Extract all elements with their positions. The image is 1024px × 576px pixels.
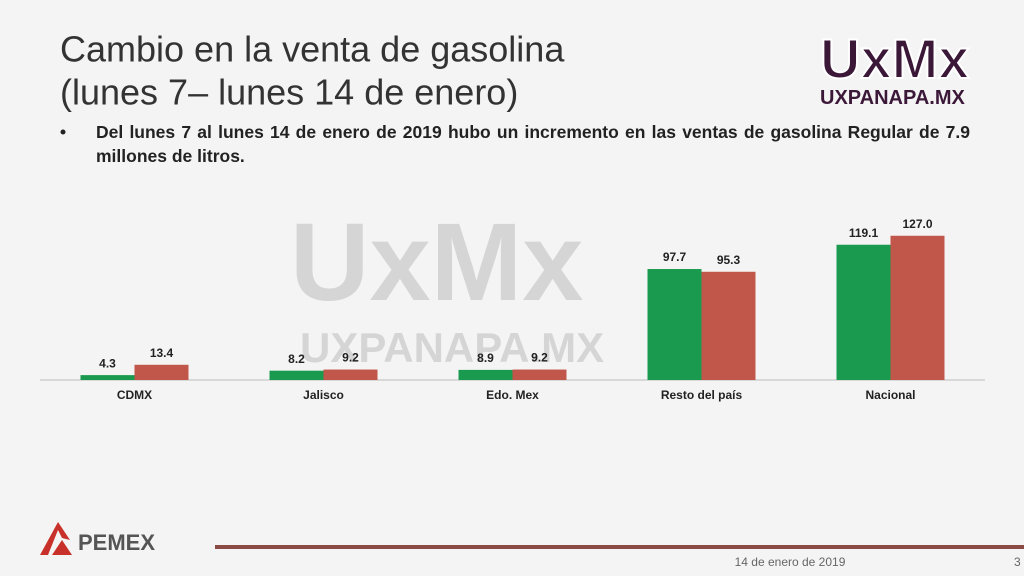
- bar: [647, 269, 702, 380]
- x-tick-label: Jalisco: [303, 388, 344, 402]
- chart-title: Cambio en la venta de gasolina: [60, 29, 565, 70]
- brand: PEMEX: [78, 530, 155, 555]
- note: Del lunes 7 al lunes 14 de enero de 2019…: [96, 122, 970, 166]
- x-tick-label: CDMX: [117, 388, 152, 402]
- bar: [458, 369, 513, 380]
- bar: [134, 364, 189, 380]
- bullet: [60, 129, 66, 135]
- value-label: 97.7: [663, 250, 687, 264]
- value-label: 8.9: [477, 351, 494, 365]
- bar: [269, 370, 324, 380]
- bar: [512, 369, 567, 380]
- value-label: 8.2: [288, 352, 305, 366]
- x-tick-label: Nacional: [865, 388, 915, 402]
- logo-mark: UxMx: [820, 27, 969, 90]
- bar: [836, 244, 891, 380]
- chart-subtitle: (lunes 7– lunes 14 de enero): [60, 72, 518, 113]
- value-label: 9.2: [342, 351, 359, 365]
- pemex-logo: [40, 522, 72, 555]
- watermark-mark: UxMx: [290, 201, 583, 324]
- value-label: 4.3: [99, 356, 116, 370]
- value-label: 13.4: [150, 346, 174, 360]
- value-label: 127.0: [902, 217, 932, 231]
- value-label: 119.1: [849, 226, 879, 240]
- watermark-site: UXPANAPA.MX: [300, 324, 604, 371]
- bar: [890, 235, 945, 380]
- x-tick-label: Resto del país: [661, 388, 743, 402]
- bar: [323, 369, 378, 380]
- bar: [80, 375, 135, 380]
- logo-site: UXPANAPA.MX: [820, 87, 965, 109]
- x-tick-label: Edo. Mex: [486, 388, 539, 402]
- page-number: 3: [1014, 555, 1021, 569]
- footer-date: 14 de enero de 2019: [735, 555, 846, 569]
- value-label: 95.3: [717, 253, 741, 267]
- value-label: 9.2: [531, 351, 548, 365]
- bar: [701, 271, 756, 380]
